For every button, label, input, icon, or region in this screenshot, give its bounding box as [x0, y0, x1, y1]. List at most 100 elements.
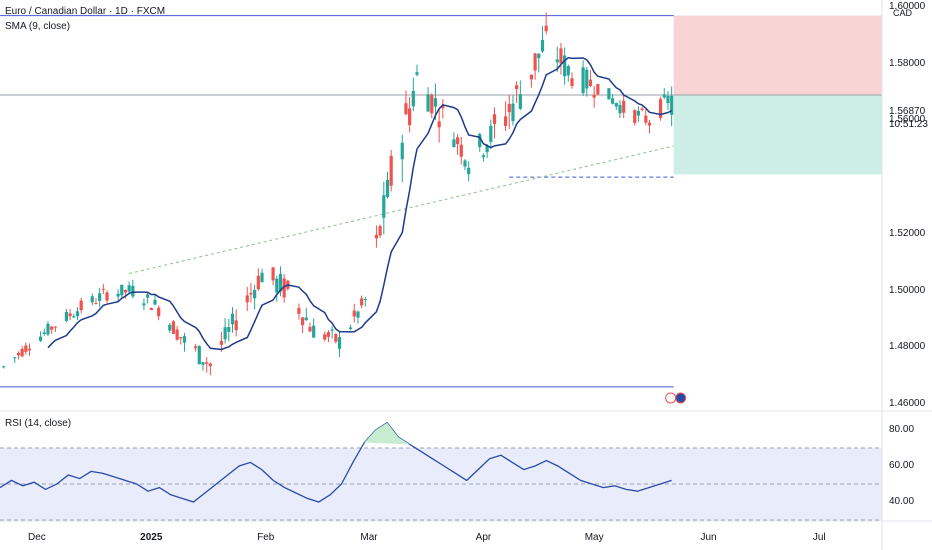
candle [415, 64, 419, 77]
candle-body [389, 155, 393, 186]
candle [201, 361, 205, 371]
rsi-indicator-label[interactable]: RSI (14, close) [5, 418, 72, 429]
candle [330, 326, 334, 339]
countdown-label: 10:51:23 [889, 119, 928, 130]
price-tick-label: 1.52000 [889, 227, 926, 239]
candle [94, 298, 98, 305]
candle [127, 281, 131, 295]
candle-body [230, 313, 235, 325]
candle [633, 109, 637, 126]
candle [168, 322, 172, 333]
candle [515, 81, 519, 104]
candle-body [555, 59, 559, 63]
candle-body [540, 39, 545, 52]
candle-body [570, 78, 574, 86]
candle [563, 47, 567, 85]
candle [622, 93, 626, 119]
candle [389, 150, 393, 192]
candle-body [611, 98, 615, 104]
candle [670, 86, 674, 127]
candle [64, 309, 69, 323]
sma-indicator-label[interactable]: SMA (9, close) [5, 21, 71, 32]
candle [441, 99, 445, 119]
candle [38, 331, 43, 342]
candle [581, 60, 585, 96]
price-tick-label: 1.48000 [889, 341, 926, 353]
level-lines [0, 15, 882, 388]
candle-body [205, 362, 209, 364]
candle-body [271, 267, 275, 281]
candle-body [171, 321, 176, 334]
candle [611, 94, 615, 105]
candle [68, 308, 72, 321]
candle [647, 120, 652, 134]
candle [463, 159, 467, 171]
candle [208, 362, 212, 376]
candle [570, 72, 574, 89]
candle [404, 90, 408, 116]
candle [304, 307, 308, 322]
candle [20, 346, 24, 358]
candle [360, 295, 364, 309]
candle-body [297, 307, 301, 314]
candle-body [533, 53, 537, 71]
candle-body [618, 104, 622, 114]
candle [131, 279, 135, 299]
badge-entry: 1.56900 [887, 90, 925, 101]
candle-body [633, 110, 637, 123]
candle-body [559, 48, 563, 64]
candle-body [182, 336, 187, 343]
candle [105, 290, 109, 303]
candle [592, 86, 596, 108]
candle [382, 181, 386, 235]
candle [618, 100, 622, 119]
candle-body [636, 110, 641, 116]
candle-body [607, 88, 611, 100]
risk-reward-zones [673, 15, 882, 175]
candle-body [304, 317, 308, 320]
candle-body [219, 340, 224, 345]
candle-body [640, 108, 644, 110]
candle-body [101, 288, 105, 290]
target-zone [673, 94, 882, 175]
candle [182, 332, 187, 352]
candle-body [352, 310, 356, 317]
candle-body [120, 284, 124, 296]
candle [146, 292, 150, 304]
candle-body [374, 234, 379, 239]
candle [529, 74, 534, 88]
badge-target: 1.54100 [887, 177, 925, 188]
candle-body [478, 133, 482, 148]
candle-body [275, 278, 279, 293]
candle-body [326, 332, 331, 337]
candle-body [537, 53, 541, 59]
candle [301, 316, 305, 334]
candle-body [385, 179, 390, 198]
candle-body [518, 94, 522, 109]
candle [153, 294, 157, 306]
candle-body [123, 290, 128, 293]
candle-body [581, 67, 585, 94]
candle [456, 133, 460, 155]
candle [16, 351, 21, 360]
candle [400, 134, 404, 183]
candle-body [622, 100, 626, 113]
candle-body [201, 362, 205, 365]
candle-body [492, 114, 497, 125]
candle-body [149, 307, 153, 311]
candle [50, 325, 54, 335]
candle-body [670, 95, 674, 115]
candle [411, 77, 415, 112]
candle [193, 343, 198, 352]
candle-body [249, 292, 253, 295]
candle-body [227, 327, 231, 332]
candle [2, 365, 6, 369]
candle-body [323, 334, 327, 340]
price-tick-label: 1.56000 [889, 114, 926, 126]
candle [157, 305, 161, 321]
price-tick-label: 1.60000 [889, 1, 926, 13]
candle [253, 284, 257, 310]
candle [120, 284, 124, 298]
candle-body [515, 85, 519, 90]
